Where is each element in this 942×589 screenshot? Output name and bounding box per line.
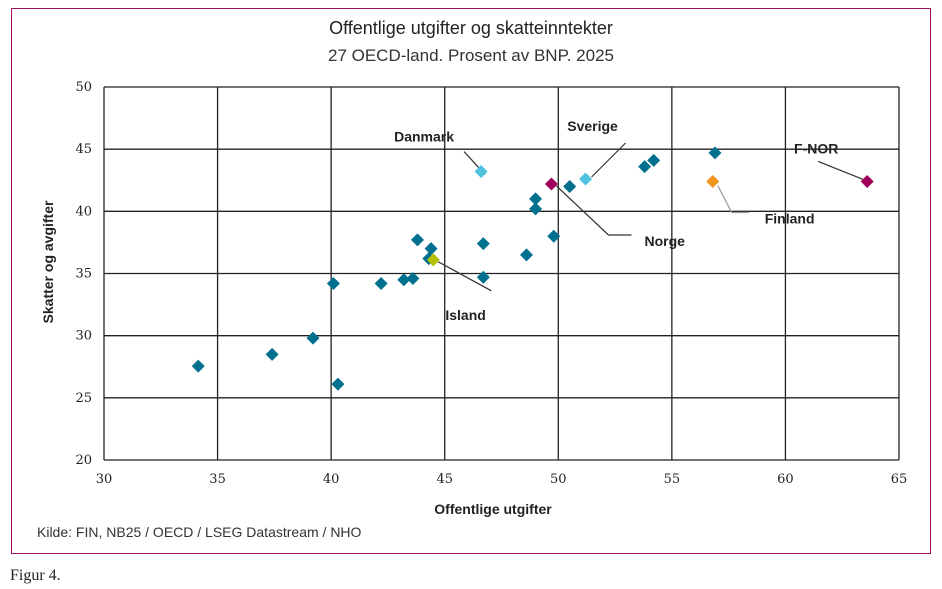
data-point-f-nor (860, 174, 874, 188)
leader-line-f-nor (817, 160, 864, 181)
chart-title: Offentlige utgifter og skatteinntekter (329, 18, 613, 38)
x-tick-label: 40 (323, 472, 340, 487)
y-tick-label: 25 (75, 391, 92, 406)
data-point-norge (544, 177, 558, 191)
data-point (326, 276, 340, 290)
data-point (410, 233, 424, 247)
leader-line-island (438, 261, 492, 292)
x-tick-label: 35 (209, 472, 226, 487)
data-point (397, 273, 411, 287)
data-point (191, 359, 205, 373)
point-label-norge: Norge (644, 233, 685, 249)
data-point-finland (706, 174, 720, 188)
y-tick-labels: 20 25 30 35 40 45 50 (75, 80, 92, 468)
x-tick-label: 55 (664, 472, 681, 487)
data-points (191, 146, 874, 391)
leader-line-sverige (591, 142, 626, 178)
x-tick-label: 45 (436, 472, 453, 487)
leader-line-norge (556, 185, 632, 236)
data-point (647, 153, 661, 167)
data-point (638, 160, 652, 174)
leader-line-finland (717, 185, 749, 214)
y-tick-label: 40 (75, 204, 92, 219)
data-point (406, 271, 420, 285)
x-tick-label: 65 (891, 472, 908, 487)
point-label-island: Island (445, 307, 485, 323)
figure-caption: Figur 4. (10, 567, 61, 584)
chart-subtitle: 27 OECD-land. Prosent av BNP. 2025 (327, 46, 614, 65)
data-point (519, 248, 533, 262)
data-point (265, 347, 279, 361)
x-tick-label: 60 (777, 472, 794, 487)
data-point-sverige (579, 172, 593, 186)
data-point (547, 229, 561, 243)
x-tick-labels: 30 35 40 45 50 55 60 65 (96, 472, 908, 487)
y-tick-label: 20 (75, 453, 92, 468)
data-point (331, 377, 345, 391)
data-point (529, 202, 543, 216)
data-point (476, 237, 490, 251)
x-tick-label: 30 (96, 472, 113, 487)
point-labels: Island Danmark Norge Sverige Finland F-NOR (394, 118, 838, 323)
leader-lines (438, 142, 864, 292)
x-axis-title: Offentlige utgifter (434, 501, 552, 517)
data-point-island (426, 253, 440, 267)
point-label-sverige: Sverige (567, 118, 618, 134)
point-label-finland: Finland (765, 210, 815, 226)
data-point (306, 331, 320, 345)
data-point (424, 242, 438, 256)
data-point-danmark (474, 165, 488, 179)
y-tick-label: 50 (75, 80, 92, 95)
data-point (708, 146, 722, 160)
data-point (374, 276, 388, 290)
data-point (563, 179, 577, 193)
point-label-danmark: Danmark (394, 129, 454, 145)
y-tick-label: 35 (75, 267, 92, 282)
y-tick-label: 45 (75, 142, 92, 157)
point-label-f-nor: F-NOR (794, 140, 838, 156)
chart-frame (11, 8, 931, 554)
source-note: Kilde: FIN, NB25 / OECD / LSEG Datastrea… (37, 524, 362, 540)
data-point (476, 270, 490, 284)
data-point (529, 192, 543, 206)
y-axis-title: Skatter og avgifter (40, 200, 56, 323)
x-tick-label: 50 (550, 472, 567, 487)
grid (103, 86, 900, 461)
y-tick-label: 30 (75, 329, 92, 344)
